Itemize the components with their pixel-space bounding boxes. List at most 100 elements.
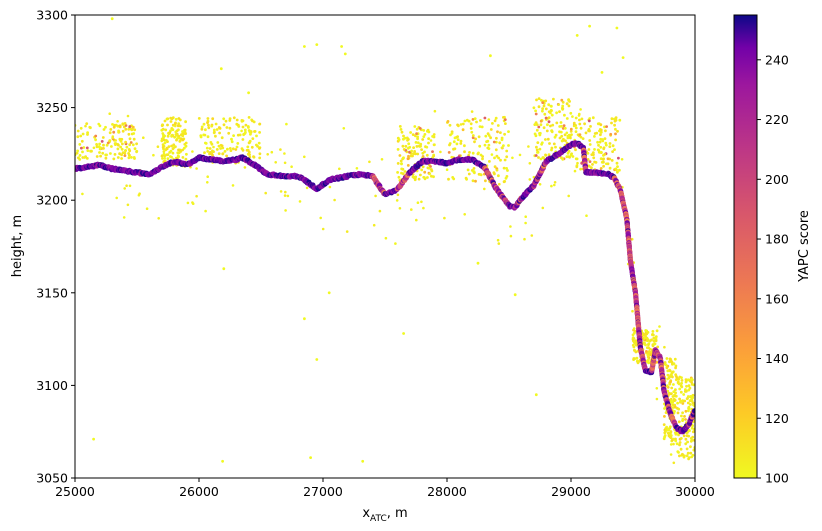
noise-point xyxy=(228,117,232,120)
noise-point xyxy=(599,157,603,161)
noise-point xyxy=(468,151,471,154)
noise-point xyxy=(578,133,582,137)
noise-point xyxy=(677,420,681,424)
noise-point xyxy=(533,132,537,136)
noise-point xyxy=(613,148,616,152)
noise-point xyxy=(403,136,407,140)
noise-point xyxy=(428,172,431,176)
noise-point xyxy=(673,398,677,402)
noise-point xyxy=(504,176,508,180)
noise-point xyxy=(511,156,514,160)
noise-point xyxy=(227,131,231,135)
noise-point xyxy=(547,116,551,120)
noise-point xyxy=(669,443,673,446)
noise-point xyxy=(523,237,526,241)
outlier-point xyxy=(221,459,225,463)
noise-point xyxy=(558,136,562,140)
noise-point xyxy=(167,145,171,149)
noise-point xyxy=(541,156,545,159)
noise-point xyxy=(219,147,223,150)
noise-point xyxy=(305,186,309,190)
noise-point xyxy=(422,135,426,139)
noise-point xyxy=(400,167,404,171)
noise-point xyxy=(121,122,125,126)
noise-point xyxy=(561,126,565,130)
noise-point xyxy=(432,133,436,136)
noise-point xyxy=(481,157,484,161)
noise-point xyxy=(518,153,522,157)
noise-point xyxy=(121,142,124,146)
noise-point xyxy=(410,208,413,211)
noise-point xyxy=(368,160,371,164)
noise-point xyxy=(550,109,553,112)
noise-point xyxy=(206,121,209,124)
noise-point xyxy=(689,445,692,449)
noise-point xyxy=(678,387,682,391)
noise-point xyxy=(116,156,120,159)
noise-point xyxy=(616,170,619,174)
noise-point xyxy=(600,160,604,164)
noise-point xyxy=(569,127,573,131)
noise-point xyxy=(471,118,475,121)
noise-point xyxy=(420,168,424,172)
noise-point xyxy=(547,153,551,157)
noise-point xyxy=(474,137,477,141)
noise-point xyxy=(684,437,688,441)
noise-point xyxy=(690,377,694,381)
noise-point xyxy=(588,143,592,146)
noise-point xyxy=(603,152,607,156)
noise-point xyxy=(542,126,546,130)
outlier-point xyxy=(621,56,625,59)
noise-point xyxy=(686,431,689,434)
noise-point xyxy=(592,156,596,160)
noise-point xyxy=(166,140,169,144)
noise-point xyxy=(572,124,576,128)
noise-point xyxy=(113,153,117,156)
noise-point xyxy=(338,167,341,171)
noise-point xyxy=(121,151,125,155)
noise-point xyxy=(104,125,107,129)
noise-point xyxy=(123,187,126,190)
noise-point xyxy=(279,148,282,151)
noise-point xyxy=(283,152,286,155)
noise-point xyxy=(575,165,579,169)
noise-point xyxy=(101,151,105,155)
noise-point xyxy=(245,148,249,152)
noise-point xyxy=(101,136,105,139)
noise-point xyxy=(119,145,122,149)
noise-point xyxy=(208,151,212,154)
noise-point xyxy=(402,148,406,151)
noise-point xyxy=(162,138,166,142)
noise-point xyxy=(613,119,617,123)
noise-point xyxy=(599,137,603,141)
noise-point xyxy=(298,200,302,203)
noise-point xyxy=(258,131,261,134)
noise-point xyxy=(543,112,547,116)
y-tick-label: 3250 xyxy=(36,100,68,115)
noise-point xyxy=(690,426,694,430)
noise-point xyxy=(135,142,139,146)
noise-point xyxy=(124,127,128,131)
x-tick-label: 29000 xyxy=(551,484,591,499)
noise-point xyxy=(124,140,127,144)
noise-point xyxy=(411,133,415,137)
noise-point xyxy=(132,137,136,141)
noise-point xyxy=(121,129,125,133)
noise-point xyxy=(456,135,459,139)
noise-point xyxy=(618,168,621,172)
noise-point xyxy=(116,124,120,128)
noise-point xyxy=(415,127,419,131)
noise-point xyxy=(649,352,653,356)
noise-point xyxy=(492,140,496,144)
x-tick-label: 28000 xyxy=(427,484,467,499)
noise-point xyxy=(445,168,449,171)
noise-point xyxy=(675,406,679,410)
noise-point xyxy=(258,147,261,150)
outlier-point xyxy=(315,358,319,361)
noise-point xyxy=(647,343,650,347)
noise-point xyxy=(414,141,418,144)
noise-point xyxy=(111,135,115,138)
noise-point xyxy=(474,179,477,183)
noise-point xyxy=(401,144,405,148)
noise-point xyxy=(497,242,501,245)
